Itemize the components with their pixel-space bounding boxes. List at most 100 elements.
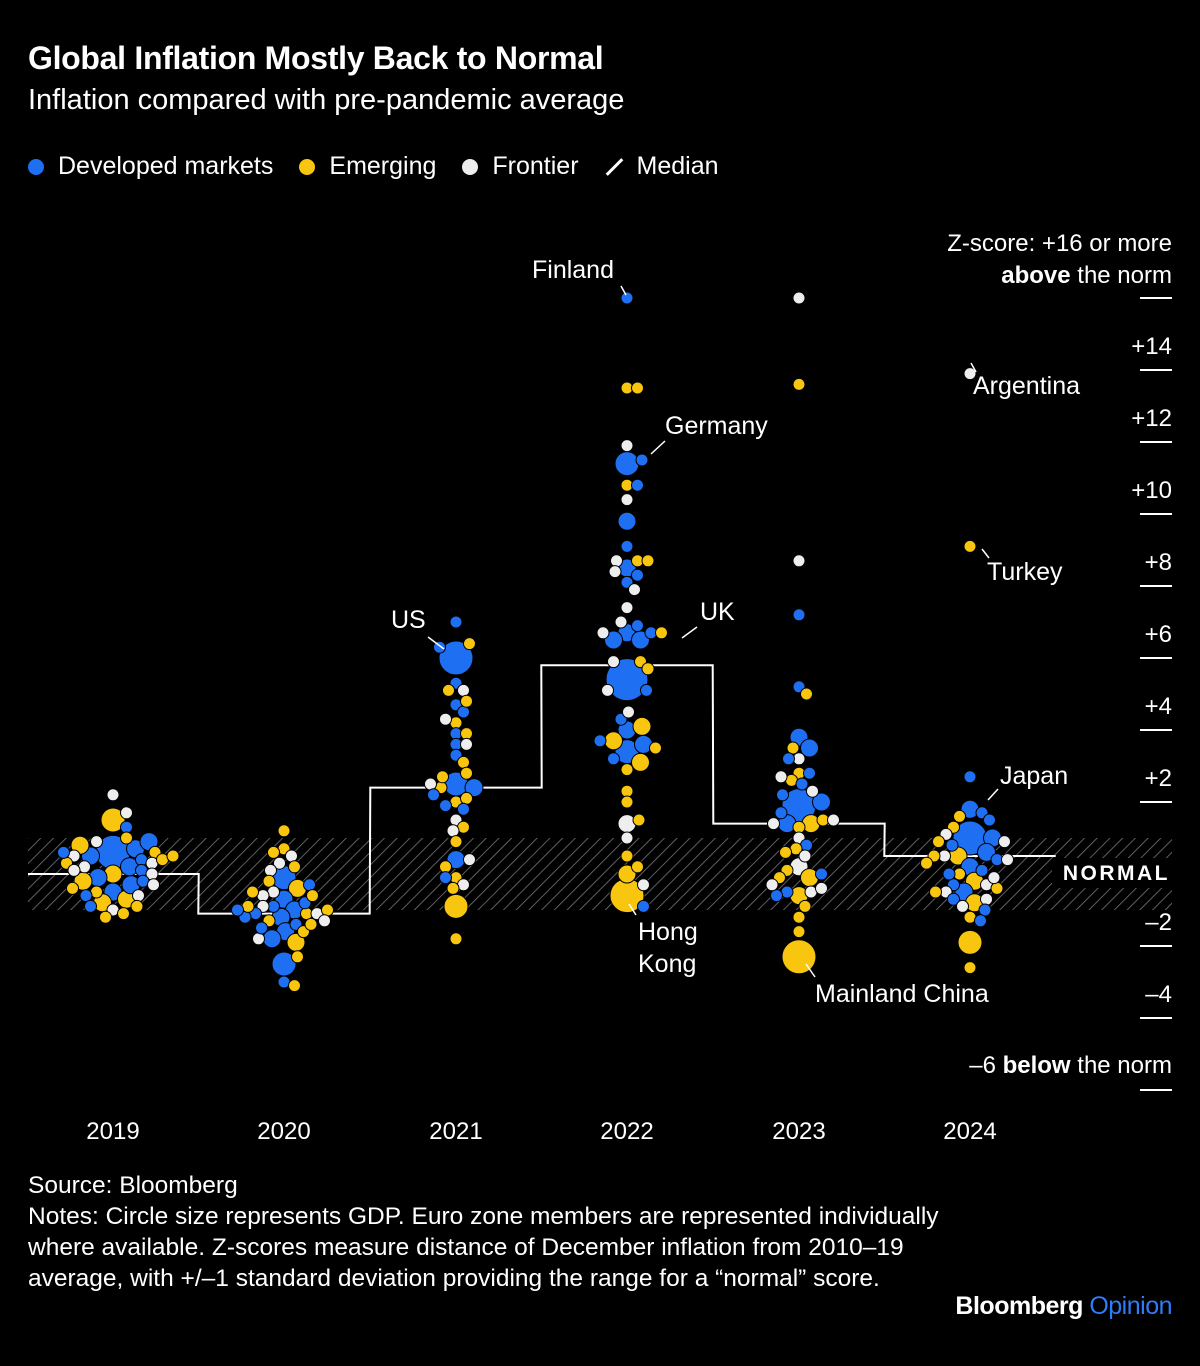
legend-median: Median — [605, 152, 719, 181]
dot-2023 — [792, 291, 806, 305]
bloomberg-opinion-logo: Bloomberg Opinion — [955, 1292, 1172, 1321]
dot-2022 — [635, 453, 649, 467]
leader-line — [620, 285, 627, 296]
legend-developed: Developed markets — [28, 152, 273, 181]
year-label: 2019 — [86, 1118, 139, 1145]
dot-2023 — [800, 687, 813, 701]
annotation-label: Hong — [638, 918, 698, 946]
leader-line — [970, 362, 977, 373]
dot-2021 — [457, 705, 470, 719]
white-dot-icon — [462, 158, 479, 175]
logo-accent: Opinion — [1089, 1292, 1172, 1320]
dot-2024 — [975, 863, 989, 877]
dot-2021 — [460, 737, 473, 751]
dot-2023 — [770, 889, 783, 903]
dot-2020 — [304, 917, 318, 931]
dot-2021 — [449, 835, 463, 849]
chart-subtitle: Inflation compared with pre-pandemic ave… — [28, 84, 625, 116]
dot-2023 — [786, 741, 800, 755]
dot-2019 — [79, 889, 93, 903]
tick-label: +12 — [1131, 405, 1172, 432]
tick-label: +6 — [1145, 621, 1172, 648]
dot-2024 — [963, 770, 977, 784]
dot-2022 — [620, 439, 634, 453]
dot-2022 — [604, 630, 623, 650]
dot-2023 — [800, 738, 819, 758]
dot-2020 — [288, 860, 301, 874]
dot-2021 — [443, 893, 469, 919]
notes-text: Notes: Circle size represents GDP. Euro … — [28, 1203, 939, 1292]
dot-2022 — [604, 731, 623, 751]
dot-2021 — [439, 799, 452, 813]
dot-2024 — [978, 903, 992, 917]
dot-2022 — [622, 705, 635, 719]
dot-2023 — [803, 766, 816, 780]
dot-2022 — [632, 716, 652, 736]
chart-title: Global Inflation Mostly Back to Normal — [28, 40, 604, 76]
dot-2020 — [288, 979, 301, 993]
legend-frontier: Frontier — [462, 152, 579, 181]
tick-label: +4 — [1145, 693, 1172, 720]
dot-2024 — [987, 871, 1001, 885]
x-axis: 2019 2020 2021 2022 2023 2024 — [86, 1118, 996, 1145]
dot-2024 — [932, 835, 945, 849]
dot-2024 — [947, 892, 960, 906]
norm-word: the norm — [1071, 262, 1172, 289]
annotations: Finland Germany UK US Hong Kong Mainland China… — [391, 256, 1080, 1008]
dot-2021 — [439, 712, 452, 726]
dot-2024 — [1001, 853, 1014, 867]
dot-2023 — [792, 377, 806, 391]
dot-2024 — [980, 892, 993, 906]
dot-2019 — [66, 881, 79, 895]
dot-2022 — [640, 683, 653, 697]
normal-label-bg — [1052, 858, 1172, 888]
dot-2021 — [446, 881, 460, 895]
dot-2022 — [655, 626, 668, 640]
annotation-label-2: Kong — [638, 950, 696, 978]
dot-2021 — [463, 853, 476, 867]
dot-2024 — [957, 929, 983, 955]
dot-2023 — [782, 752, 795, 766]
dot-2020 — [306, 889, 319, 903]
leader-line — [427, 636, 445, 650]
dot-2021 — [457, 683, 470, 697]
dot-2019 — [57, 845, 70, 859]
annotation-label: Finland — [532, 256, 614, 284]
dot-2022 — [620, 849, 634, 863]
tick-label: –2 — [1145, 909, 1172, 936]
dot-2024 — [974, 914, 987, 928]
dot-2019 — [130, 899, 144, 913]
dot-2024 — [953, 809, 966, 823]
dot-2023 — [815, 867, 828, 881]
dot-2022 — [632, 813, 646, 827]
footer-notes: Source: Bloomberg Notes: Circle size rep… — [28, 1170, 948, 1294]
dot-2022 — [620, 784, 634, 798]
annotation-label: UK — [700, 598, 735, 626]
dot-2019 — [90, 835, 103, 849]
year-label: 2021 — [429, 1118, 482, 1145]
legend-label: Frontier — [492, 152, 579, 180]
dot-2024 — [998, 835, 1011, 849]
year-label: 2023 — [772, 1118, 825, 1145]
dot-2022 — [628, 583, 641, 597]
dot-2024 — [963, 539, 977, 553]
dot-2019 — [67, 863, 81, 877]
dot-2023 — [792, 820, 806, 834]
normal-label: NORMAL — [1063, 862, 1170, 885]
dot-2021 — [457, 802, 470, 816]
dot-2021 — [460, 694, 473, 708]
dot-2022 — [593, 734, 607, 748]
dot-2019 — [147, 878, 160, 892]
dot-2020 — [246, 885, 259, 899]
leader-line — [628, 903, 637, 916]
dot-2022 — [607, 655, 620, 669]
legend-label: Developed markets — [58, 152, 274, 180]
dot-2024 — [963, 961, 977, 975]
dot-2023 — [792, 925, 806, 939]
dot-2022 — [631, 381, 644, 395]
dot-2021 — [439, 860, 452, 874]
dot-2020 — [252, 932, 265, 946]
annotation-label: US — [391, 606, 426, 634]
dot-2021 — [436, 770, 449, 784]
dot-2022 — [631, 568, 644, 582]
